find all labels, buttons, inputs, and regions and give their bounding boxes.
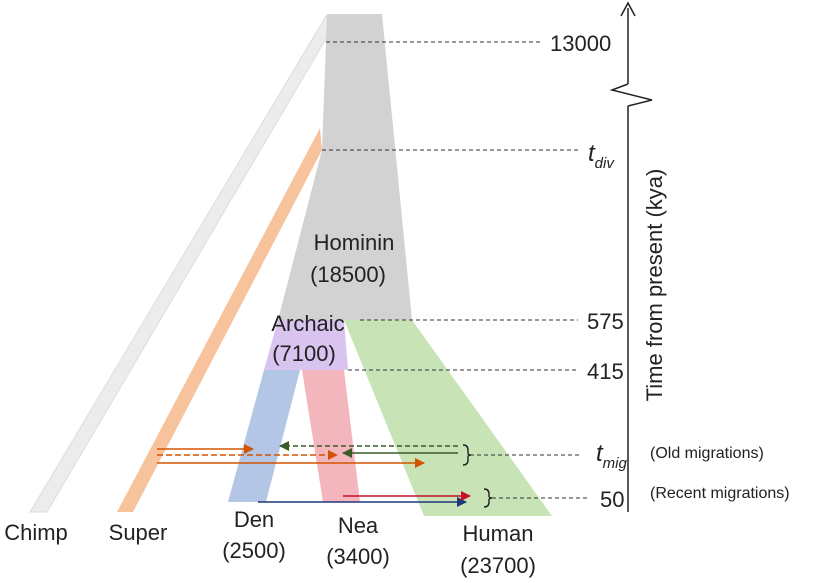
zigzag-break-icon [609,83,653,107]
recent-migrations-note: (Recent migrations) [650,485,790,502]
tick-label-50: 50 [600,487,624,512]
archaic-lineage-band [264,320,348,370]
nea-size: (3400) [326,544,390,569]
right-brace-icon [462,444,472,466]
hominin-label: Hominin [314,230,395,255]
den-label: Den [234,507,274,532]
tick-label-tdiv: tdiv [588,140,615,172]
archaic-label: Archaic [271,311,344,336]
nea-label: Nea [338,513,379,538]
chimp-label: Chimp [4,520,68,545]
human-label: Human [463,521,534,546]
super-label: Super [109,520,168,545]
den-lineage-band [228,370,300,502]
human-lineage-band [344,320,552,516]
right-brace-icon-recent [483,488,493,508]
tick-label-tmig: tmig [596,440,627,472]
human-size: (23700) [460,553,536,578]
time-axis [609,1,653,512]
den-size: (2500) [222,538,286,563]
hominin-lineage-band [278,14,412,320]
time-axis-title: Time from present (kya) [642,169,667,402]
archaic-size: (7100) [272,341,336,366]
tick-label-13000: 13000 [550,31,611,56]
arrow-up-icon [620,1,636,17]
tick-label-415: 415 [587,359,624,384]
chimp-lineage-band [29,15,334,513]
old-migrations-note: (Old migrations) [650,445,764,462]
tick-label-575: 575 [587,309,624,334]
hominin-size: (18500) [310,262,386,287]
nea-lineage-band [302,370,360,502]
super-lineage-band [117,128,322,512]
